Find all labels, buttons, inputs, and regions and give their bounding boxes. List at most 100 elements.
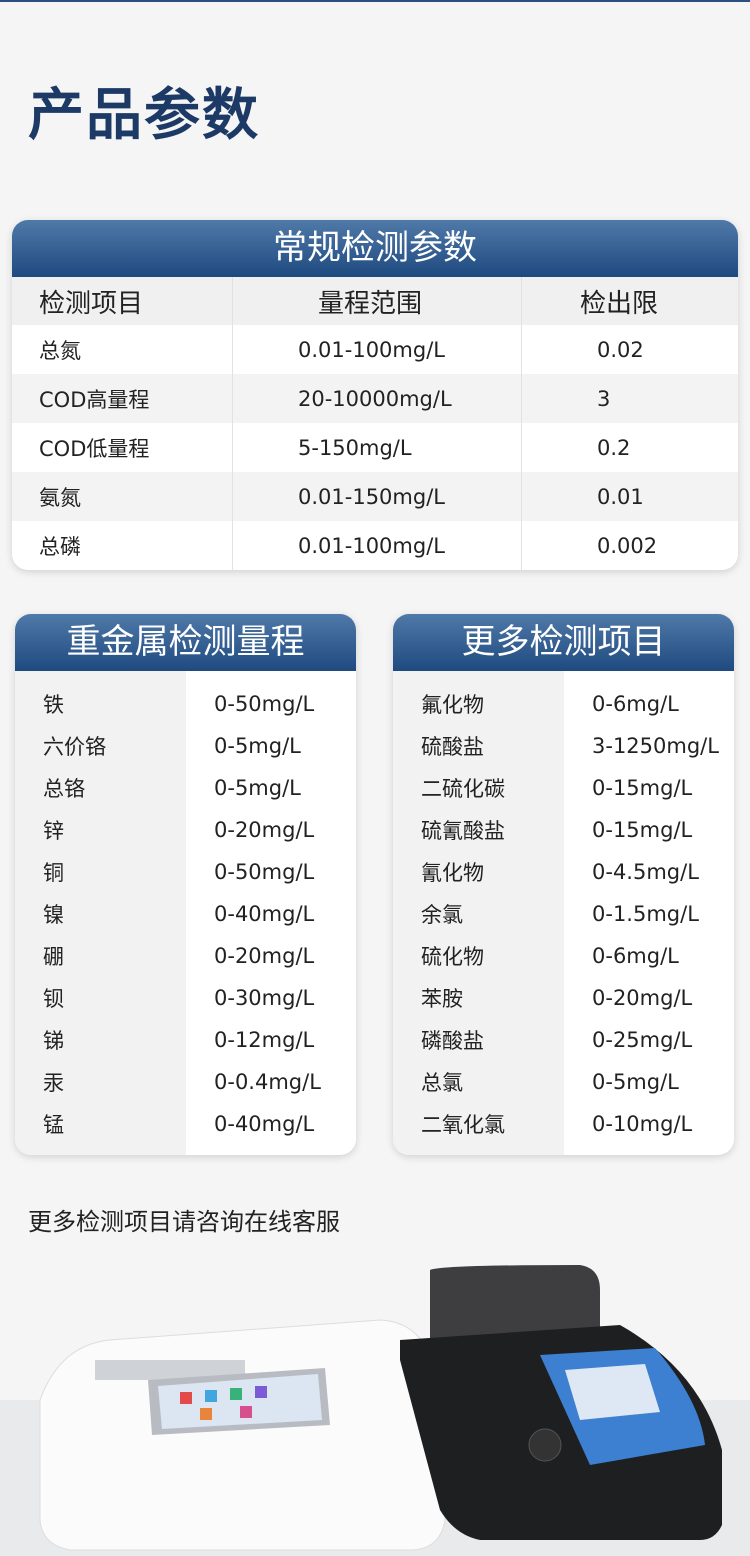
table-cell: 0.02 <box>597 337 644 362</box>
item-name: 余氯 <box>421 903 463 927</box>
item-name: 锌 <box>43 819 64 843</box>
list-row: 余氯 0-1.5mg/L <box>393 893 734 935</box>
regular-params-table: 常规检测参数 检测项目 量程范围 检出限 总氮 0.01-100mg/L 0.02 C… <box>12 220 738 570</box>
item-name: 硫化物 <box>421 945 484 969</box>
table-cell: COD高量程 <box>12 374 233 423</box>
list-row: 硼 0-20mg/L <box>15 935 356 977</box>
table-header-row: 检测项目 量程范围 检出限 <box>12 277 738 325</box>
range-value: 0-5mg/L <box>214 734 301 758</box>
table-row: 氨氮 0.01-150mg/L 0.01 <box>12 472 738 521</box>
spectrophotometer-device <box>39 1319 446 1551</box>
item-name: 二硫化碳 <box>421 777 505 801</box>
table-title: 更多检测项目 <box>393 614 734 671</box>
range-value: 0-10mg/L <box>592 1112 693 1136</box>
item-name: 钡 <box>43 987 64 1011</box>
item-name: 锑 <box>43 1029 64 1053</box>
item-name: 磷酸盐 <box>421 1029 484 1053</box>
list-row: 镍 0-40mg/L <box>15 893 356 935</box>
fan-grille <box>528 1428 562 1462</box>
top-divider <box>0 0 750 2</box>
product-photo <box>0 1265 750 1556</box>
list-row: 锰 0-40mg/L <box>15 1103 356 1145</box>
range-value: 0-50mg/L <box>214 692 315 716</box>
page-title: 产品参数 <box>28 83 260 148</box>
range-value: 0-1.5mg/L <box>592 902 699 926</box>
table-row: 总磷 0.01-100mg/L 0.002 <box>12 521 738 570</box>
table-title: 重金属检测量程 <box>15 614 356 671</box>
range-value: 0-20mg/L <box>592 986 693 1010</box>
table-row: COD低量程 5-150mg/L 0.2 <box>12 423 738 472</box>
column-header: 检出限 <box>580 288 659 319</box>
table-cell: 0.01-100mg/L <box>233 521 522 570</box>
item-name: 硫氰酸盐 <box>421 819 505 843</box>
list-row: 六价铬 0-5mg/L <box>15 725 356 767</box>
list-row: 硫酸盐 3-1250mg/L <box>393 725 734 767</box>
range-value: 0-25mg/L <box>592 1028 693 1052</box>
table-cell: 20-10000mg/L <box>233 374 522 423</box>
table-cell: 总磷 <box>12 521 233 570</box>
table-cell: 5-150mg/L <box>233 423 522 472</box>
item-name: 氰化物 <box>421 861 484 885</box>
range-value: 0-6mg/L <box>592 944 679 968</box>
range-value: 0-15mg/L <box>592 818 693 842</box>
table-cell: COD低量程 <box>12 423 233 472</box>
list-row: 铁 0-50mg/L <box>15 683 356 725</box>
range-value: 0-40mg/L <box>214 902 315 926</box>
item-name: 苯胺 <box>421 987 463 1011</box>
list-row: 苯胺 0-20mg/L <box>393 977 734 1019</box>
table-cell: 0.2 <box>597 435 631 460</box>
list-row: 硫氰酸盐 0-15mg/L <box>393 809 734 851</box>
item-name: 汞 <box>43 1071 64 1095</box>
range-value: 0-50mg/L <box>214 860 315 884</box>
range-value: 0-6mg/L <box>592 692 679 716</box>
list-row: 锌 0-20mg/L <box>15 809 356 851</box>
list-row: 二氧化氯 0-10mg/L <box>393 1103 734 1145</box>
range-value: 0-20mg/L <box>214 944 315 968</box>
range-value: 0-20mg/L <box>214 818 315 842</box>
table-cell: 总氮 <box>12 325 233 374</box>
table-title: 常规检测参数 <box>12 220 738 277</box>
item-name: 锰 <box>43 1113 64 1137</box>
table-cell: 0.01 <box>597 484 644 509</box>
list-row: 锑 0-12mg/L <box>15 1019 356 1061</box>
item-name: 镍 <box>43 903 64 927</box>
item-name: 总铬 <box>43 777 85 801</box>
table-cell: 氨氮 <box>12 472 233 521</box>
column-header: 量程范围 <box>233 277 522 325</box>
list-row: 氟化物 0-6mg/L <box>393 683 734 725</box>
table-row: COD高量程 20-10000mg/L 3 <box>12 374 738 423</box>
range-value: 0-12mg/L <box>214 1028 315 1052</box>
item-name: 总氯 <box>421 1071 463 1095</box>
touch-screen <box>158 1374 322 1429</box>
range-value: 0-15mg/L <box>592 776 693 800</box>
device-screen <box>565 1364 660 1420</box>
range-value: 3-1250mg/L <box>592 734 719 758</box>
list-row: 硫化物 0-6mg/L <box>393 935 734 977</box>
transparent-lid <box>430 1265 600 1340</box>
table-cell: 3 <box>597 386 611 411</box>
item-name: 硫酸盐 <box>421 735 484 759</box>
column-header: 检测项目 <box>12 277 233 325</box>
range-value: 0-40mg/L <box>214 1112 315 1136</box>
table-cell: 0.01-150mg/L <box>233 472 522 521</box>
list-row: 总铬 0-5mg/L <box>15 767 356 809</box>
more-items-table: 更多检测项目 氟化物 0-6mg/L 硫酸盐 3-1250mg/L 二硫化碳 0-15mg… <box>393 614 734 1155</box>
item-name: 硼 <box>43 945 64 969</box>
list-row: 磷酸盐 0-25mg/L <box>393 1019 734 1061</box>
list-row: 钡 0-30mg/L <box>15 977 356 1019</box>
digester-device <box>400 1265 722 1540</box>
list-row: 汞 0-0.4mg/L <box>15 1061 356 1103</box>
range-value: 0-30mg/L <box>214 986 315 1010</box>
item-name: 氟化物 <box>421 693 484 717</box>
list-row: 氰化物 0-4.5mg/L <box>393 851 734 893</box>
range-value: 0-5mg/L <box>592 1070 679 1094</box>
table-cell: 0.002 <box>597 533 658 558</box>
item-name: 二氧化氯 <box>421 1113 505 1137</box>
list-row: 二硫化碳 0-15mg/L <box>393 767 734 809</box>
footer-note: 更多检测项目请咨询在线客服 <box>28 1208 340 1236</box>
table-cell: 0.01-100mg/L <box>233 325 522 374</box>
list-row: 总氯 0-5mg/L <box>393 1061 734 1103</box>
range-value: 0-4.5mg/L <box>592 860 699 884</box>
range-value: 0-5mg/L <box>214 776 301 800</box>
table-row: 总氮 0.01-100mg/L 0.02 <box>12 325 738 374</box>
